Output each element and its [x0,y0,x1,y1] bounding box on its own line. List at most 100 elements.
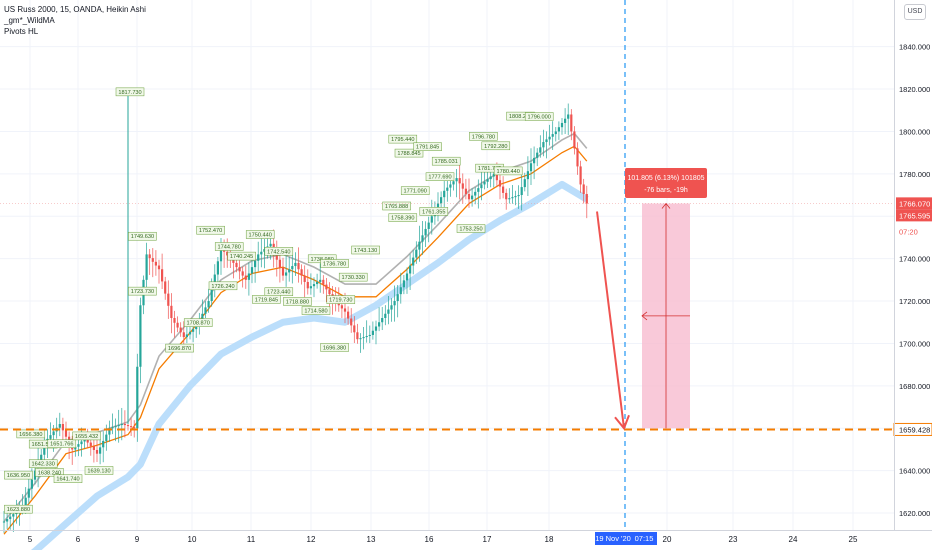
candle-body [511,197,514,199]
candle-body [319,279,322,282]
candle-body [427,222,430,229]
x-tick-label: 13 [367,535,376,544]
grey-ma-line [3,132,588,523]
pivot-label-box [183,318,213,327]
pivot-label-box [338,272,368,282]
candle-body [582,184,585,194]
pivot-label-box [128,231,157,241]
x-tick-label: 6 [76,535,81,544]
candle-body [371,330,374,335]
candle-body [86,438,89,443]
pivot-label: 1656.380 [19,432,42,438]
chart-legend: US Russ 2000, 15, OANDA, Heikin Ashi _gm… [4,4,146,37]
candle-body [495,173,498,181]
pivot-label: 1736.780 [323,261,346,267]
candle-body [157,265,161,270]
candle-body [480,184,483,189]
candle-body [467,193,471,200]
pivot-label-box [524,112,554,121]
candle-body [120,424,123,426]
candle-body [312,284,316,287]
x-tick-label: 16 [425,535,434,544]
pivot-label-box [227,251,256,261]
candle-body [464,188,467,194]
candle-body [384,313,387,318]
candle-body [130,426,133,428]
pivot-label-box [320,259,349,268]
pivot-label-box [252,295,281,304]
pivot-label: 1714.580 [304,309,327,315]
candle-body [328,289,331,295]
y-tick-label: 1820.000 [899,85,930,94]
candle-body [570,114,573,132]
candle-body [340,305,343,309]
price-tag-second-bg [896,209,932,222]
pivot-label-box [388,134,418,144]
pivot-label: 1718.880 [286,299,309,305]
candle-body [30,479,33,489]
candle-body [505,192,508,200]
candle-body [167,293,170,306]
candle-body [539,147,542,153]
candle-body [557,127,560,132]
pivot-label: 1795.440 [391,137,414,143]
candle-body [281,267,285,276]
pivot-label: 1791.845 [416,145,439,151]
candle-body [260,251,263,255]
candle-body [111,427,114,429]
pivot-label: 1743.130 [354,248,377,254]
pivot-label: 1740.245 [230,254,253,260]
y-tick-label: 1680.000 [899,382,930,391]
candle-body [418,241,421,250]
pivot-label: 1817.730 [118,90,141,96]
candle-body [396,294,399,302]
candle-body [567,114,570,119]
price-tag-countdown: 07:20 [899,227,918,236]
candle-body [250,267,254,274]
candle-body [241,271,244,276]
candle-body [365,336,368,338]
pivot-label: 1639.130 [87,468,110,474]
pivot-label: 1750.440 [249,233,272,239]
measure-label-line2: -76 bars, -19h [644,187,688,194]
candle-body [526,171,529,180]
candle-body [204,307,207,314]
candle-body [139,305,142,367]
x-tick-label: 18 [545,535,554,544]
candle-body [533,157,536,164]
pivot-label: 1719.730 [329,298,352,304]
candle-body [6,519,9,522]
pivot-label: 1730.330 [342,275,365,281]
time-axis-divider [0,530,932,531]
currency-button[interactable]: USD [904,4,926,20]
candle-body [254,260,257,268]
pivot-label-box [351,245,380,255]
candle-body [393,301,396,306]
pivot-label: 1651.766 [50,442,73,448]
candle-body [24,497,27,507]
pivot-label: 1752.470 [199,228,222,234]
candle-body [195,326,198,330]
pivot-label-box [208,281,238,291]
pivot-label: 1696.380 [323,345,346,351]
candle-body [542,142,545,148]
pivot-label-box [214,242,244,251]
candle-body [188,331,192,335]
pivot-label-box [493,166,523,176]
candle-body [126,425,130,427]
candle-body [489,176,492,180]
pivot-label: 1719.845 [255,297,278,303]
symbol-title: US Russ 2000, 15, OANDA, Heikin Ashi [4,5,146,14]
candle-body [440,197,443,204]
measure-arrow-left [641,311,648,321]
candle-body [12,514,15,517]
candle-body [343,308,347,312]
pivot-label-box [35,468,64,477]
candle-body [378,322,381,327]
pivot-label: 1777.690 [428,175,451,181]
measure-arrow-up [661,202,671,209]
candle-body [545,139,548,143]
y-tick-label: 1700.000 [899,339,930,348]
